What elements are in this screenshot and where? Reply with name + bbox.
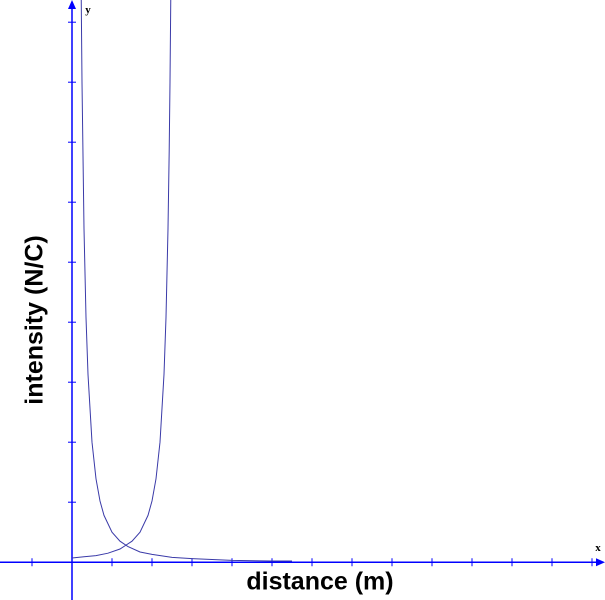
x-axis-title: distance (m) [246,568,393,596]
curve [80,0,292,562]
x-axis-letter: x [595,542,601,554]
y-axis-arrow [68,0,76,9]
y-axis-letter: y [85,4,91,16]
x-axis-arrow [596,558,605,567]
y-axis-title: intensity (N/C) [21,235,49,404]
curve [71,0,172,559]
